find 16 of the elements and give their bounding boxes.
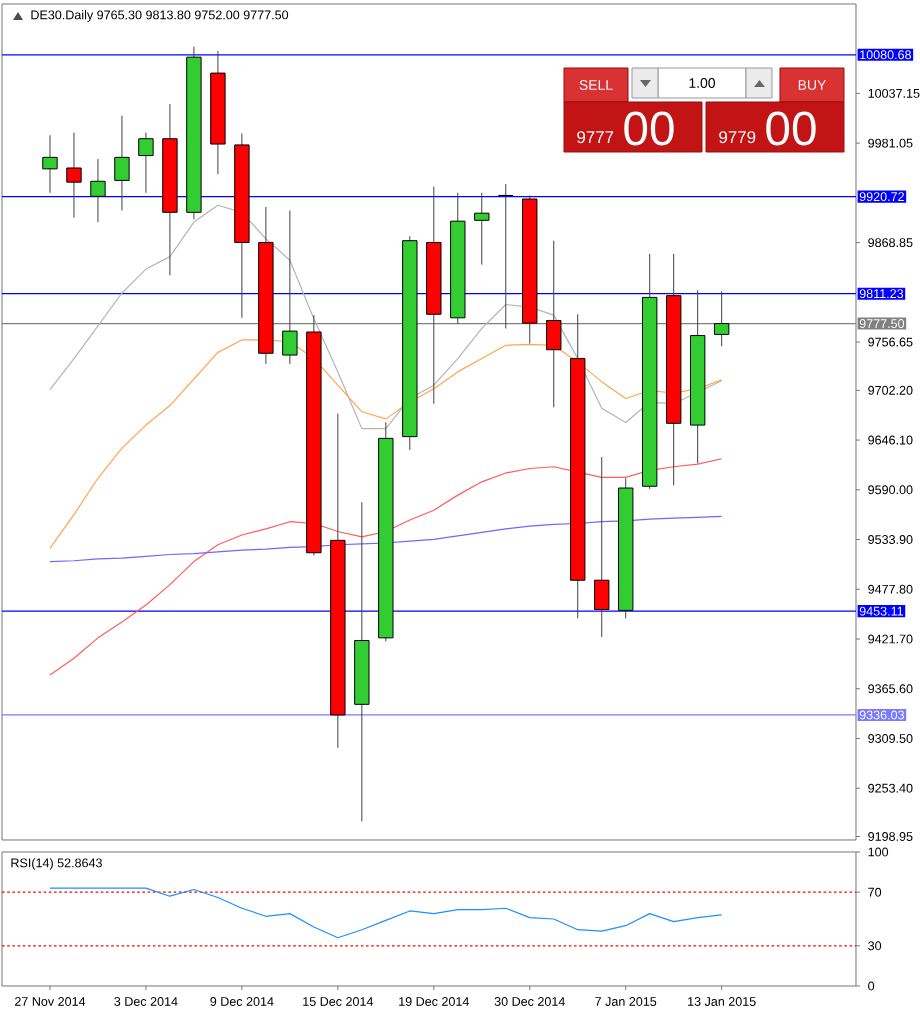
annotation: 00 [624, 111, 674, 146]
annotation: 9777 [577, 131, 614, 144]
candlestick [594, 456, 610, 638]
line-series [49, 458, 723, 676]
candlestick [114, 115, 130, 212]
candlestick [474, 192, 490, 266]
annotation: 9779 [719, 131, 756, 144]
candlestick [546, 240, 562, 408]
candlestick [90, 158, 106, 223]
candlestick [138, 132, 154, 194]
candlestick [66, 132, 82, 219]
candlestick [498, 183, 514, 329]
candlestick [713, 290, 730, 347]
text: 00 [766, 111, 816, 146]
candlestick [42, 134, 58, 194]
candlestick [282, 210, 298, 365]
